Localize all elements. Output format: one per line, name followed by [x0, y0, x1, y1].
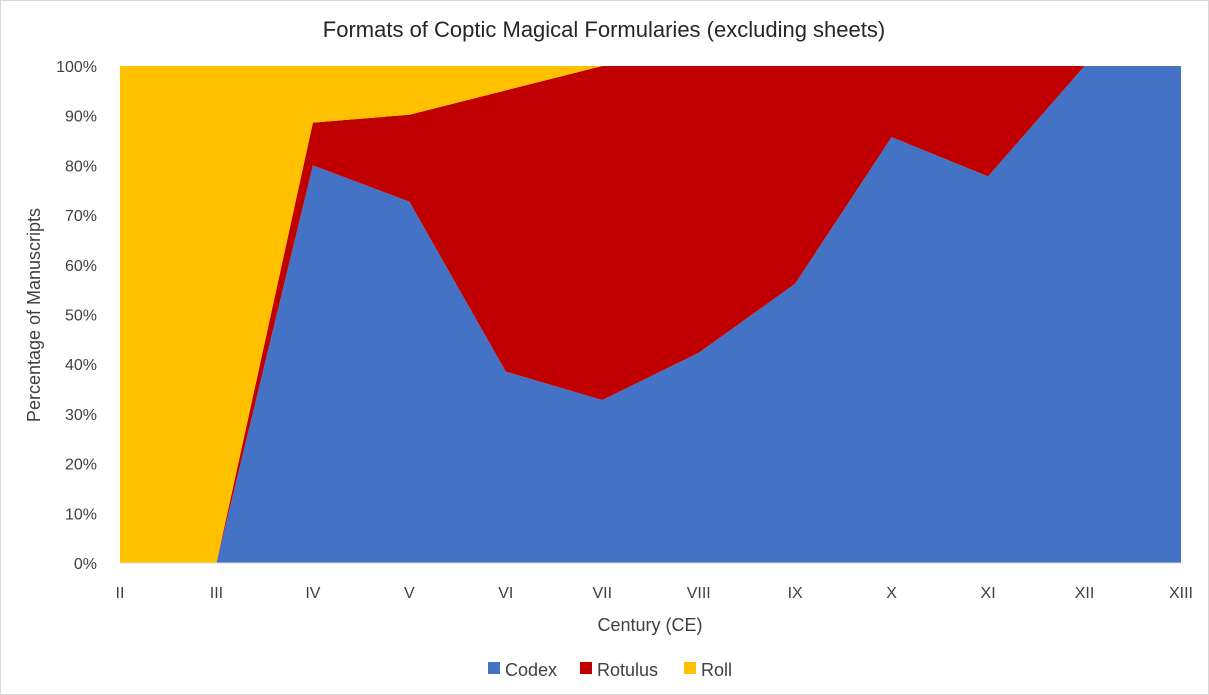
y-tick-label: 60% — [65, 258, 97, 275]
x-tick-label: IV — [305, 585, 320, 602]
legend: Codex Rotulus Roll — [488, 660, 732, 680]
x-tick-label: XIII — [1169, 585, 1193, 602]
y-tick-label: 10% — [65, 506, 97, 523]
legend-swatch-rotulus — [580, 662, 592, 674]
y-tick-label: 0% — [74, 556, 97, 573]
y-tick-label: 40% — [65, 357, 97, 374]
y-tick-label: 80% — [65, 158, 97, 175]
area-rotulus — [120, 66, 1181, 563]
legend-swatch-codex — [488, 662, 500, 674]
y-tick-label: 50% — [65, 308, 97, 325]
chart-title: Formats of Coptic Magical Formularies (e… — [323, 17, 885, 42]
y-tick-label: 20% — [65, 457, 97, 474]
x-tick-label: X — [886, 585, 897, 602]
x-tick-label: VI — [498, 585, 513, 602]
x-tick-label: VII — [592, 585, 612, 602]
legend-label-rotulus: Rotulus — [597, 660, 658, 680]
x-axis-title: Century (CE) — [597, 615, 702, 635]
legend-swatch-roll — [684, 662, 696, 674]
legend-label-roll: Roll — [701, 660, 732, 680]
x-tick-label: II — [116, 585, 125, 602]
x-tick-label: IX — [788, 585, 803, 602]
y-tick-label: 30% — [65, 407, 97, 424]
y-axis-ticks: 0% 10% 20% 30% 40% 50% 60% 70% 80% 90% 100% — [56, 59, 97, 573]
area-roll — [120, 66, 1181, 563]
x-tick-label: V — [404, 585, 415, 602]
x-axis-ticks: II III IV V VI VII VIII IX X XI XII XIII — [116, 585, 1193, 602]
x-tick-label: III — [210, 585, 223, 602]
y-tick-label: 70% — [65, 208, 97, 225]
y-tick-label: 90% — [65, 109, 97, 126]
x-tick-label: VIII — [687, 585, 711, 602]
x-tick-label: XI — [981, 585, 996, 602]
y-tick-label: 100% — [56, 59, 97, 76]
plot-area — [120, 66, 1181, 563]
x-tick-label: XII — [1075, 585, 1095, 602]
legend-label-codex: Codex — [505, 660, 557, 680]
y-axis-title: Percentage of Manuscripts — [24, 208, 44, 422]
area-codex — [120, 66, 1181, 563]
